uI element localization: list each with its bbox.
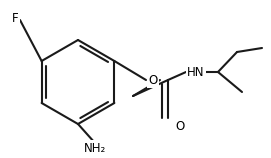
- Text: NH₂: NH₂: [84, 142, 106, 155]
- Text: O: O: [149, 73, 158, 86]
- Text: F: F: [12, 12, 19, 24]
- Text: O: O: [175, 119, 185, 133]
- Text: HN: HN: [187, 66, 205, 79]
